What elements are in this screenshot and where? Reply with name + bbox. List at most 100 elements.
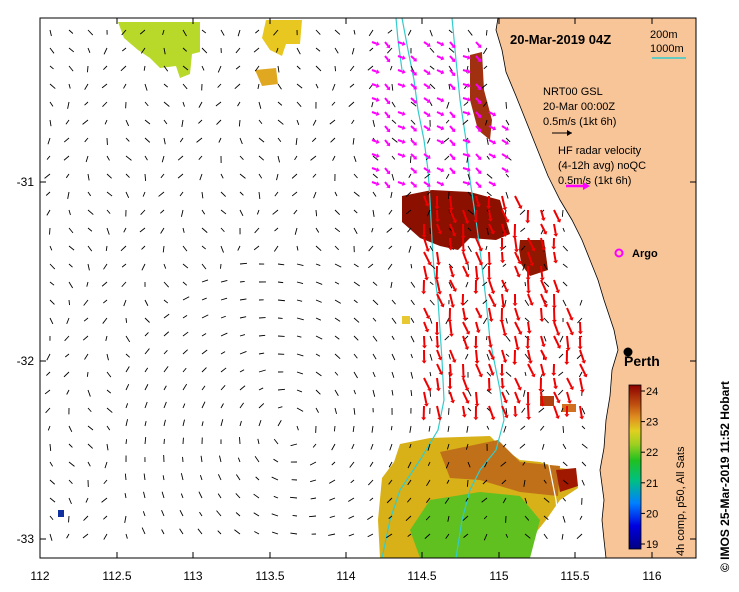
model-arrow	[315, 47, 321, 52]
model-arrow	[294, 155, 298, 161]
model-arrow	[386, 227, 393, 233]
radar-arrow	[514, 251, 521, 262]
model-arrow	[353, 371, 358, 379]
model-arrow	[180, 473, 184, 481]
argo-label: Argo	[632, 248, 658, 260]
radar-arrowhead	[451, 128, 456, 133]
radar-arrow	[371, 41, 378, 45]
model-arrow	[82, 533, 89, 539]
model-arrow	[524, 371, 527, 376]
radar-arrowhead	[517, 205, 523, 209]
radar-arrow	[423, 41, 429, 46]
model-arrow	[106, 209, 111, 214]
model-arrow	[140, 209, 146, 215]
model-arrow	[502, 497, 507, 504]
model-arrow	[329, 515, 336, 518]
radar-arrowhead	[426, 154, 431, 159]
model-arrow	[296, 281, 304, 284]
model-arrow	[543, 317, 549, 324]
model-arrow	[161, 155, 165, 163]
radar-arrow	[449, 41, 454, 47]
model-arrow	[49, 29, 52, 37]
model-arrow	[482, 101, 488, 107]
model-arrow	[83, 515, 89, 521]
model-arrow	[86, 371, 89, 377]
radar-arrowhead	[464, 346, 470, 350]
model-arrow	[234, 83, 241, 90]
radar-arrowhead	[551, 305, 557, 309]
radar-arrow	[462, 209, 468, 222]
model-arrow	[220, 245, 224, 253]
model-arrow	[271, 513, 279, 517]
model-arrow	[65, 173, 70, 179]
model-arrow	[581, 407, 586, 415]
radar-arrowhead	[474, 360, 480, 364]
radar-arrowhead	[464, 387, 470, 392]
model-arrow	[467, 29, 473, 36]
model-arrow	[578, 371, 583, 378]
radar-arrowhead	[426, 98, 431, 103]
radar-arrowhead	[427, 387, 432, 392]
model-arrow	[218, 137, 222, 143]
model-arrow	[258, 334, 266, 337]
model-arrow	[144, 401, 148, 409]
radar-arrow	[553, 335, 560, 347]
model-arrow	[180, 493, 184, 499]
model-arrow	[104, 119, 108, 125]
radar-arrowhead	[460, 375, 466, 379]
radar-arrow	[397, 55, 404, 59]
model-arrow	[49, 317, 54, 325]
model-arrow	[407, 29, 412, 36]
model-arrow	[561, 407, 564, 412]
model-arrow	[102, 101, 108, 108]
model-arrow	[106, 371, 112, 378]
radar-arrow	[436, 349, 441, 358]
radar-arrowhead	[440, 125, 445, 131]
radar-arrowhead	[539, 277, 545, 281]
model-arrow	[386, 533, 393, 539]
radar-arrowhead	[526, 330, 532, 334]
model-arrow	[182, 65, 189, 71]
radar-arrowhead	[499, 247, 505, 251]
model-arrow	[68, 47, 75, 53]
model-arrow	[273, 458, 279, 463]
model-arrow	[483, 65, 488, 70]
bathy-200-label: 200m	[650, 29, 678, 41]
model-arrow	[328, 533, 336, 536]
model-arrow	[407, 533, 412, 537]
radar-arrow	[371, 181, 378, 185]
model-arrow	[141, 263, 146, 271]
model-arrow	[543, 479, 547, 484]
radar-arrow	[371, 111, 378, 115]
model-arrow	[315, 29, 321, 35]
model-arrow	[201, 209, 206, 215]
model-arrow	[410, 299, 415, 306]
model-arrow	[163, 83, 168, 88]
colorbar-tick-label: 24	[646, 386, 658, 398]
model-arrow	[103, 533, 108, 540]
radar-arrowhead	[437, 417, 443, 421]
model-arrow	[201, 245, 207, 250]
radar-arrowhead	[436, 262, 441, 266]
radar-arrowhead	[447, 319, 453, 323]
model-arrow	[410, 389, 413, 396]
radar-arrow	[514, 265, 520, 276]
model-arrow	[182, 349, 188, 355]
model-arrow	[562, 263, 568, 268]
model-arrow	[83, 317, 89, 322]
radar-arrowhead	[426, 70, 431, 75]
model-arrow	[372, 317, 377, 322]
radar-arrow	[514, 237, 518, 250]
model-arrow	[331, 101, 336, 106]
radar-arrowhead	[467, 97, 471, 102]
sst-pixel-blue	[58, 510, 64, 517]
model-arrow	[296, 263, 304, 267]
radar-arrow	[371, 83, 378, 87]
model-arrow	[87, 65, 89, 73]
model-arrow	[290, 496, 298, 499]
model-arrow	[329, 497, 336, 501]
radar-arrow	[475, 55, 481, 61]
model-arrow	[443, 137, 450, 143]
radar-arrowhead	[451, 232, 457, 237]
model-arrow	[315, 353, 321, 357]
